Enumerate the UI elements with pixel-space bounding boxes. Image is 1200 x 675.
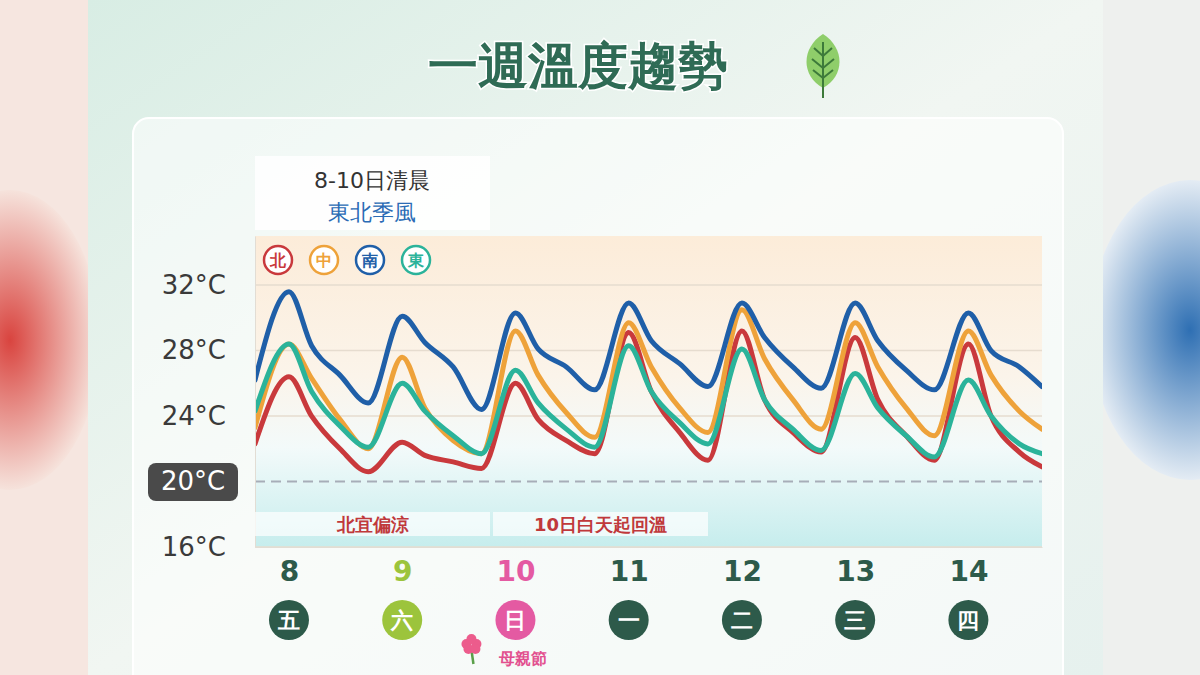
- axis-line: [256, 547, 1043, 548]
- note: 8-10日清晨東北季風: [255, 156, 490, 230]
- legend-swatch: [264, 246, 292, 274]
- grid-line: [255, 284, 1042, 286]
- legend-label: 東: [407, 251, 425, 270]
- reference-line: [255, 481, 1042, 483]
- weekday-badge: [835, 600, 875, 640]
- leaf-vein: [812, 42, 834, 98]
- tick-label: 9: [393, 555, 412, 588]
- tick-label: 12: [723, 555, 762, 588]
- weekday-label: 日: [504, 608, 526, 633]
- plot: [255, 292, 1042, 472]
- tick: 10: [496, 547, 535, 588]
- tick-label: 10: [496, 555, 535, 588]
- tick: 20°C: [148, 463, 255, 501]
- tick-label: 32°C: [162, 270, 226, 300]
- grid-line: [255, 350, 1042, 352]
- plot-background: [255, 236, 1042, 547]
- legend-swatch: [310, 246, 338, 274]
- annotation: 8-10日清晨: [314, 168, 430, 193]
- side-blur: [1090, 180, 1200, 480]
- canvas: 一週溫度趨勢 16°C 20°C 24°C 28°C 32°C 8 9 10 11 12 13 14 五 六…: [0, 0, 1200, 675]
- tick: 8: [280, 547, 299, 588]
- legend-label: 中: [316, 251, 332, 270]
- weekday-badge: [269, 600, 309, 640]
- weekday-badge: [722, 600, 762, 640]
- tick-label: 24°C: [162, 401, 226, 431]
- series-line: [255, 344, 1042, 457]
- annotation: 北宜偏涼: [336, 514, 409, 535]
- grid-line: [255, 546, 1042, 548]
- leaf-icon: [807, 34, 840, 98]
- tick: 16°C: [162, 532, 255, 562]
- annotation: 東北季風: [328, 200, 416, 225]
- side-blur: [0, 190, 100, 490]
- weekday-label: 二: [731, 608, 753, 633]
- series-line: [255, 292, 1042, 410]
- tick-label: 11: [610, 555, 649, 588]
- note-box: [255, 156, 490, 230]
- legend: 北中南東: [264, 246, 430, 274]
- tick: 12: [723, 547, 762, 588]
- legend-label: 南: [361, 251, 378, 270]
- legend-swatch: [402, 246, 430, 274]
- tick-label: 14: [949, 555, 988, 588]
- grid: [255, 285, 1042, 547]
- tick-label: 20°C: [161, 466, 225, 496]
- tick: 28°C: [162, 335, 255, 365]
- weekday-badge: [495, 600, 535, 640]
- weekday-label: 六: [390, 608, 413, 633]
- title: 一週溫度趨勢: [428, 37, 728, 95]
- weekday-label: 五: [277, 608, 300, 633]
- annotation: 10日白天起回溫: [534, 514, 667, 535]
- petal: [470, 644, 480, 654]
- weekday-badge: [382, 600, 422, 640]
- axis-line: [255, 237, 256, 548]
- holiday-label: 母親節: [498, 649, 547, 668]
- weekday-label: 四: [957, 608, 979, 633]
- tick: 11: [610, 547, 649, 588]
- tick-label: 8: [280, 555, 299, 588]
- tick-highlight: [148, 463, 238, 501]
- tick: 14: [949, 547, 988, 588]
- grid-line: [255, 415, 1042, 417]
- weekday-label: 三: [844, 608, 866, 633]
- tick-label: 28°C: [162, 335, 226, 365]
- tick: 32°C: [162, 270, 255, 300]
- weekday-badge: [948, 600, 988, 640]
- tick-label: 13: [836, 555, 875, 588]
- weekday-label: 一: [618, 608, 640, 633]
- annotation-band: [493, 512, 708, 536]
- legend-label: 北: [269, 251, 287, 270]
- tick-label: 16°C: [162, 532, 226, 562]
- petal: [466, 634, 476, 644]
- weekdays: 五六日一二三四: [269, 600, 988, 640]
- background: [0, 0, 1200, 675]
- tick: 9: [393, 547, 412, 588]
- annotation-band: [255, 512, 490, 536]
- legend-swatch: [356, 246, 384, 274]
- carnation-icon: [461, 634, 481, 664]
- weekday-badge: [609, 600, 649, 640]
- y-axis: 16°C 20°C 24°C 28°C 32°C: [148, 237, 256, 562]
- card: [133, 118, 1063, 675]
- holiday: 母親節: [461, 634, 547, 668]
- tick: 24°C: [162, 401, 255, 431]
- tick: 13: [836, 547, 875, 588]
- x-axis: 8 9 10 11 12 13 14: [256, 547, 1043, 588]
